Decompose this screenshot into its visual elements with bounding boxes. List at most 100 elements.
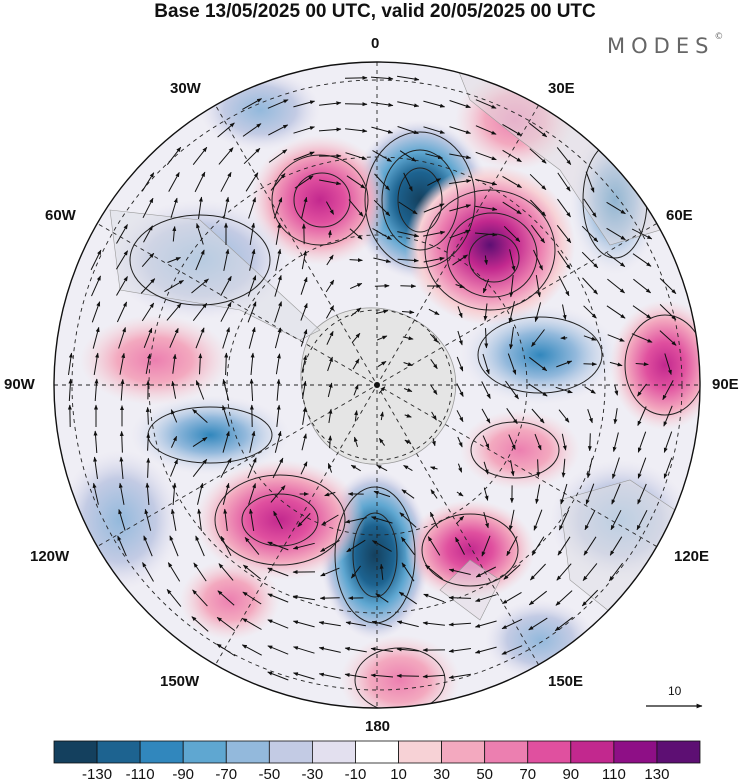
wind-vector-arrow [379,563,384,580]
wind-vector-arrow [557,536,571,556]
wind-vector-arrow [327,462,333,473]
wind-vector-arrow [68,352,73,375]
wind-vector-arrow [474,646,497,654]
wind-vector-arrow [398,201,418,215]
wind-vector-arrow [423,126,445,134]
wind-vector-arrow [663,431,673,453]
wind-vector-arrow [242,618,262,630]
colorbar-tick-label: -90 [172,766,195,783]
colorbar-swatch [656,740,701,764]
wind-vector-arrow [242,591,262,605]
wind-vector-arrow [327,356,333,372]
wind-vector-arrow [448,622,472,627]
wind-vector-arrow [448,595,472,600]
wind-vector-arrow [224,352,229,376]
wind-vector-arrow [118,509,126,531]
wind-vector-arrow [222,378,230,401]
wind-vector-arrow [146,457,151,478]
wind-vector-arrow [427,178,442,186]
wind-vector-arrow [423,100,446,108]
wind-vector-arrow [612,457,620,479]
wind-vector-arrow [483,303,488,321]
lon-label-90e: 90E [712,376,739,393]
wind-vector-arrow [244,537,260,555]
wind-vector-arrow [659,304,677,320]
wind-vector-arrow [222,405,230,427]
wind-vector-arrow [325,201,335,215]
wind-vector-arrow [327,382,333,398]
wind-vector-arrow [198,196,203,219]
colorbar-tick-label: -70 [215,766,238,783]
wind-vector-arrow [116,301,128,323]
colorbar-swatch [398,740,442,764]
wind-vector-arrow [222,327,230,349]
wind-vector-arrow [270,485,286,503]
colorbar-tick-label: 90 [562,766,580,783]
wind-vector-arrow [636,509,648,531]
wind-vector-arrow [216,643,236,657]
wind-vector-arrow [222,482,230,505]
wind-vector-arrow [581,251,599,269]
wind-vector-arrow [508,434,516,450]
wind-vector-arrow [607,278,625,294]
lon-label-60e: 60E [666,207,693,224]
wind-vector-arrow [370,76,394,81]
wind-vector-arrow [425,153,444,160]
wind-vector-arrow [192,436,208,448]
wind-vector-arrow [531,536,545,556]
wind-vector-arrow [374,283,390,288]
wind-vector-arrow [502,149,522,163]
wind-vector-arrow [267,671,289,681]
wind-vector-arrow [243,564,261,580]
wind-vector-arrow [530,199,546,217]
wind-vector-arrow [377,360,387,368]
wind-vector-arrow [294,175,314,189]
wind-vector-arrow [610,509,622,531]
wind-vector-arrow [143,535,153,557]
wind-vector-arrow [220,275,232,296]
wind-vector-arrow [171,380,177,399]
wind-vector-arrow [120,378,125,401]
wind-vector-arrow [557,198,571,218]
wind-vector-arrow [449,153,472,160]
wind-vector-arrow [241,644,262,656]
wind-vector-arrow [90,249,102,271]
wind-vector-arrow [612,432,619,452]
wind-vector-arrow [93,430,98,454]
wind-vector-arrow [273,510,283,530]
wind-vector-arrow [637,457,647,479]
wind-vector-arrow [558,409,570,423]
wind-vector-arrow [247,457,257,479]
wind-vector-arrow [328,408,333,423]
wind-vector-arrow [375,309,389,314]
wind-vector-arrow [373,490,391,498]
colorbar-swatch [613,740,658,764]
wind-vector-arrow [350,307,362,317]
wind-vector-arrow [529,148,547,164]
wind-vector-arrow [455,284,465,288]
wind-vector-arrow [456,383,464,397]
wind-vector-arrow [400,536,416,556]
wind-vector-arrow [275,248,282,271]
wind-vector-arrow [273,197,283,219]
wind-vector-arrow [449,204,472,212]
wind-vector-arrow [534,302,542,323]
wind-vector-arrow [556,147,572,165]
colorbar-swatch [311,740,356,764]
wind-vector-arrow [318,127,342,132]
lon-label-90w: 90W [4,376,35,393]
wind-vector-arrow [375,593,389,603]
colorbar-swatch [268,740,313,764]
wind-vector-arrow [370,647,393,652]
wind-vector-arrow [217,590,235,606]
wind-vector-arrow [249,508,255,531]
wind-vector-arrow [378,437,386,446]
wind-vector-arrow [93,456,98,479]
new-zealand-land [439,559,501,621]
wind-vector-arrow [557,172,571,192]
wind-vector-arrow [192,302,208,322]
wind-vector-arrow [301,354,307,373]
wind-vector-arrow [170,435,178,448]
wind-vector-arrow [474,620,497,628]
wind-vector-arrow [344,646,367,653]
